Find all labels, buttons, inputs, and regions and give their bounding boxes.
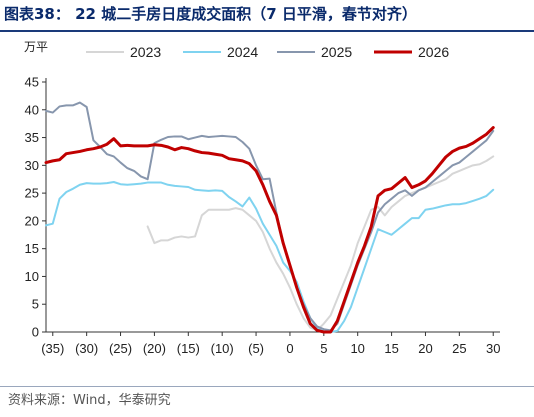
y-tick-label: 30 [25,158,39,173]
legend-label-2025: 2025 [321,44,352,60]
x-tick-label: (10) [211,341,234,356]
title-divider [0,30,534,32]
x-tick-label: 15 [384,341,398,356]
y-tick-label: 15 [25,241,39,256]
y-tick-label: 40 [25,102,39,117]
y-tick-label: 0 [32,325,39,340]
x-tick-label: (25) [109,341,132,356]
x-tick-label: 5 [320,341,327,356]
y-tick-label: 20 [25,213,39,228]
source-divider [0,386,534,387]
x-tick-label: 25 [452,341,466,356]
y-axis-unit: 万平 [24,40,48,54]
legend-label-2026: 2026 [418,44,449,60]
y-tick-label: 25 [25,186,39,201]
x-tick-label: (15) [177,341,200,356]
x-tick-label: (35) [41,341,64,356]
y-tick-label: 10 [25,269,39,284]
x-tick-label: 0 [286,341,293,356]
chart-title: 图表38： 22 城二手房日度成交面积（7 日平滑，春节对齐） [4,5,417,23]
series-line-2026 [44,126,495,334]
chart-series [44,101,495,334]
series-line-2024 [45,181,495,333]
x-tick-label: 30 [486,341,500,356]
x-tick-label: (30) [75,341,98,356]
x-tick-label: (20) [143,341,166,356]
chart-legend: 2023 2024 2025 2026 [86,44,449,60]
y-tick-label: 35 [25,130,39,145]
series-line-2023 [146,155,495,332]
x-tick-label: 10 [350,341,364,356]
legend-label-2024: 2024 [227,44,258,60]
legend-label-2023: 2023 [130,44,161,60]
source-note: 资料来源：Wind，华泰研究 [8,393,171,408]
series-line-2025 [45,101,495,332]
y-tick-label: 5 [32,297,39,312]
y-tick-label: 45 [25,75,39,90]
x-tick-label: 20 [418,341,432,356]
x-tick-label: (5) [248,341,264,356]
